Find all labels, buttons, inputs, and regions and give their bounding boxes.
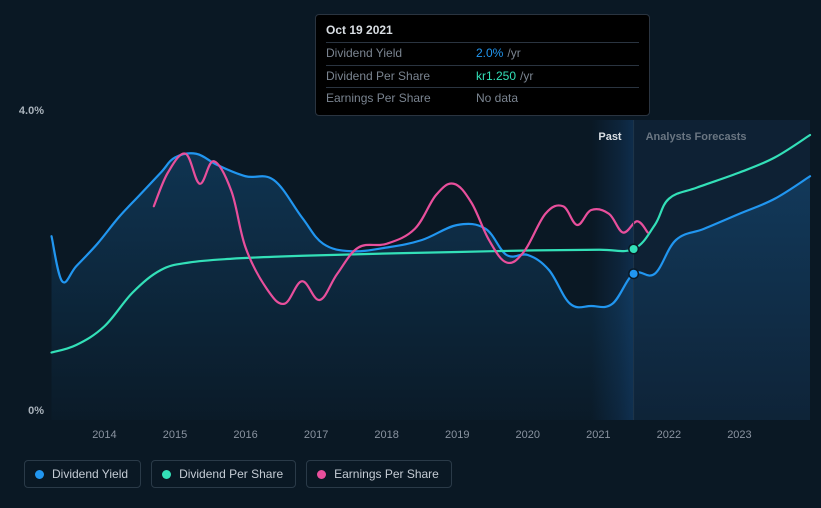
- legend-dot-icon: [162, 470, 171, 479]
- x-tick: 2016: [233, 429, 257, 441]
- tooltip-row-value: No data: [476, 90, 518, 107]
- legend-item[interactable]: Dividend Yield: [24, 460, 141, 488]
- chart-tooltip: Oct 19 2021 Dividend Yield2.0%/yrDividen…: [315, 14, 650, 116]
- legend-item[interactable]: Dividend Per Share: [151, 460, 296, 488]
- x-tick: 2021: [586, 429, 610, 441]
- tooltip-row-unit: /yr: [507, 45, 520, 62]
- legend-dot-icon: [35, 470, 44, 479]
- tooltip-row-label: Dividend Per Share: [326, 68, 476, 85]
- tooltip-row-value: 2.0%: [476, 45, 503, 62]
- chart-legend: Dividend Yield Dividend Per Share Earnings…: [0, 460, 821, 488]
- region-forecast-label: Analysts Forecasts: [646, 131, 747, 143]
- tooltip-date: Oct 19 2021: [326, 22, 639, 39]
- tooltip-row: Dividend Yield2.0% /yr: [326, 42, 639, 64]
- legend-dot-icon: [317, 470, 326, 479]
- dividend-chart: 4.0% 0% 2014 2015 2016 2017 2018 2019 2020 2021 20…: [0, 0, 821, 508]
- dps-marker: [630, 245, 638, 253]
- legend-item[interactable]: Earnings Per Share: [306, 460, 452, 488]
- legend-item-label: Dividend Yield: [52, 467, 128, 481]
- region-past-label: Past: [598, 131, 622, 143]
- x-tick: 2022: [657, 429, 681, 441]
- tooltip-row: Earnings Per ShareNo data: [326, 87, 639, 109]
- x-tick: 2014: [92, 429, 116, 441]
- legend-item-label: Dividend Per Share: [179, 467, 283, 481]
- tooltip-row-unit: /yr: [520, 68, 533, 85]
- tooltip-row-label: Dividend Yield: [326, 45, 476, 62]
- tooltip-row-value: kr1.250: [476, 68, 516, 85]
- x-tick: 2023: [727, 429, 751, 441]
- tooltip-row-label: Earnings Per Share: [326, 90, 476, 107]
- dy-marker: [630, 270, 638, 278]
- x-tick: 2015: [163, 429, 187, 441]
- tooltip-row: Dividend Per Sharekr1.250/yr: [326, 65, 639, 87]
- x-tick: 2018: [374, 429, 398, 441]
- y-axis-min-label: 0%: [28, 405, 44, 417]
- x-tick: 2019: [445, 429, 469, 441]
- y-axis-max-label: 4.0%: [19, 105, 44, 117]
- x-tick: 2020: [516, 429, 540, 441]
- x-tick: 2017: [304, 429, 328, 441]
- legend-item-label: Earnings Per Share: [334, 467, 439, 481]
